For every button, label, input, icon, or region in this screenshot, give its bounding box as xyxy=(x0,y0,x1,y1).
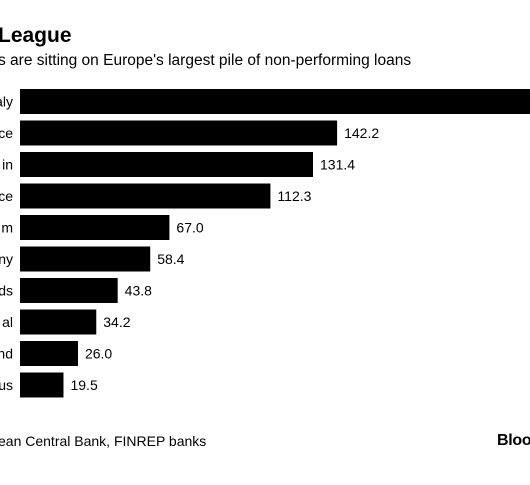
category-label: aly xyxy=(0,94,13,110)
bar xyxy=(20,183,271,209)
category-label: ny xyxy=(0,251,13,267)
category-label: ce xyxy=(0,125,13,141)
category-label: in xyxy=(2,157,13,173)
value-label: 142.2 xyxy=(344,125,379,141)
bar xyxy=(20,215,170,240)
bar xyxy=(20,120,338,146)
category-label: ce xyxy=(0,188,13,204)
chart-title: League xyxy=(0,24,72,47)
chart-subtitle: s are sitting on Europe's largest pile o… xyxy=(0,52,412,69)
value-label: 58.4 xyxy=(157,251,184,267)
source-note: ean Central Bank, FINREP banks xyxy=(0,433,207,449)
category-label: us xyxy=(0,377,13,393)
value-label: 34.2 xyxy=(103,314,130,330)
value-label: 43.8 xyxy=(125,283,152,299)
brand-logo: Bloo xyxy=(497,432,530,449)
bar xyxy=(20,372,64,398)
value-label: 131.4 xyxy=(320,157,355,173)
category-label: ds xyxy=(0,283,13,299)
value-label: 112.3 xyxy=(277,188,311,204)
category-label: nd xyxy=(0,346,13,362)
bar xyxy=(20,246,151,272)
value-label: 19.5 xyxy=(70,377,97,393)
bar xyxy=(20,341,78,366)
bar xyxy=(20,309,97,335)
bar xyxy=(20,89,530,114)
bar xyxy=(20,278,118,303)
category-label: m xyxy=(1,220,13,236)
value-label: 67.0 xyxy=(176,220,203,236)
value-label: 26.0 xyxy=(85,346,112,362)
category-label: al xyxy=(2,314,13,330)
bar xyxy=(20,152,314,177)
